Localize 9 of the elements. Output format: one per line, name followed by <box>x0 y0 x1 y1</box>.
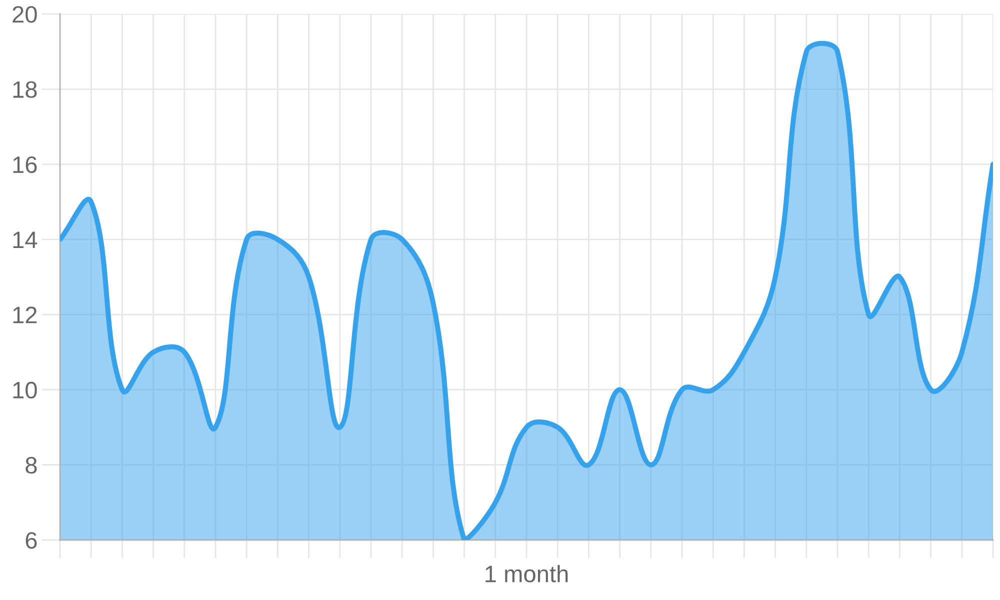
y-tick-label: 20 <box>12 6 37 23</box>
y-tick-label: 6 <box>26 532 37 549</box>
y-tick-label: 16 <box>13 156 37 174</box>
y-tick-label: 10 <box>13 382 37 398</box>
y-tick-label: 14 <box>13 232 38 248</box>
y-tick-label: 18 <box>13 81 37 98</box>
y-tick-label: 8 <box>26 456 37 474</box>
x-axis-title: 1 month <box>486 565 568 582</box>
y-tick-label: 12 <box>13 306 37 324</box>
